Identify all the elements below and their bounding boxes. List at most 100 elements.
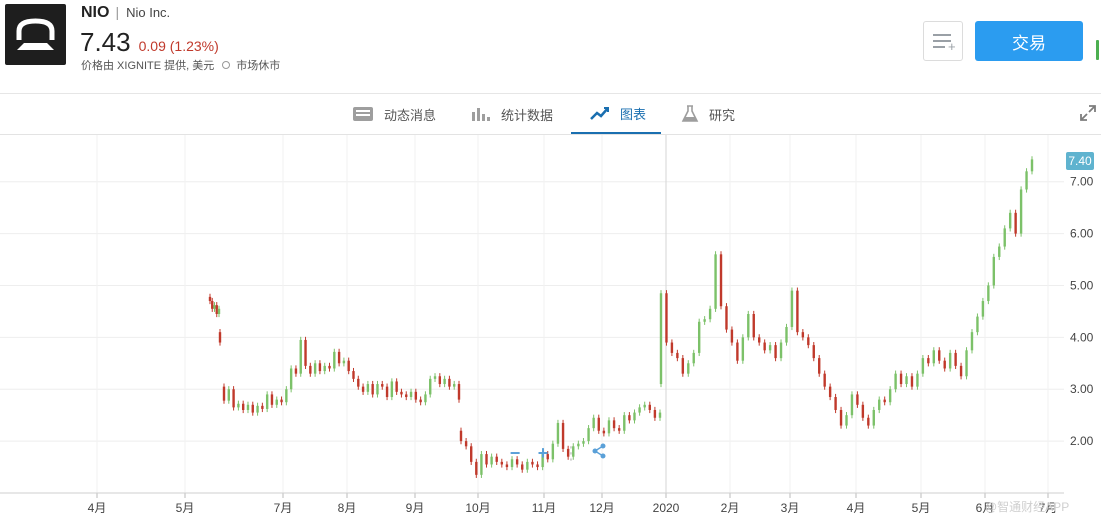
candle-body [602,430,606,434]
candle-body [954,352,957,366]
candle-body [376,384,379,395]
news-icon [353,107,373,121]
tab-chart[interactable]: 图表 [571,94,661,134]
candle-body [758,337,761,343]
candle-body [551,443,555,460]
candle-body [424,394,427,403]
plus-icon: + [948,39,956,54]
candle-body [719,254,723,307]
candle-body [1003,228,1006,247]
candle-body [381,384,384,387]
candle-body [998,246,1001,257]
chart-line-icon [590,107,609,120]
candle-body [714,254,717,309]
candle-body [395,381,398,392]
candle-body [612,420,616,429]
candle-body [703,319,706,322]
candle-body [801,332,805,338]
candle-body [299,339,302,374]
candle-body [515,459,519,465]
candle-body [429,378,432,395]
candle-body [309,365,312,374]
y-tick-label: 3.00 [1070,382,1094,396]
x-tick-label: 7月 [274,501,293,515]
candle-body [566,448,570,457]
candle-body [459,430,463,442]
zoom-out-icon[interactable]: − [509,442,521,463]
tab-news[interactable]: 动态消息 [352,94,436,134]
candle-body [208,296,212,302]
candle-body [741,337,745,361]
candle-body [1008,212,1012,229]
candle-body [658,412,662,418]
candle-body [681,358,685,374]
scroll-indicator [1096,40,1099,60]
share-icon[interactable] [585,443,613,464]
candle-body [371,384,374,395]
candle-body [850,394,854,416]
candle-body [648,404,651,410]
candle-body [366,384,370,392]
expand-icon[interactable] [1079,104,1097,122]
candle-body [218,332,222,343]
candle-body [333,351,336,369]
candle-body [812,345,815,359]
candle-body [241,403,245,410]
candle-body [653,409,657,418]
zoom-in-icon[interactable]: + [537,442,549,463]
candle-body [405,394,408,398]
candle-body [443,378,446,385]
candle-body [834,397,837,410]
candle-body [531,461,534,465]
candle-body [597,417,600,431]
candle-body [1030,159,1034,172]
tab-statistics[interactable]: 统计数据 [471,94,553,134]
candle-body [556,422,560,444]
price-chart[interactable]: 2.00 3.00 4.00 5.00 6.00 7.00 4月 5月 7月 8月 9月 10月 11月… [0,135,1101,524]
candle-body [823,373,826,387]
candle-body [357,378,360,387]
candle-body [617,428,621,431]
candle-body [910,376,914,387]
ticker-symbol: NIO [81,4,110,21]
candle-body [965,350,968,377]
candle-body [215,305,218,314]
candle-body [828,386,832,398]
candle-body [470,446,473,462]
candle-body [495,456,498,462]
candle-body [500,461,504,465]
candle-body [845,415,848,426]
x-tick-label: 10月 [465,501,490,515]
current-price: 7.43 [80,27,131,57]
candle-body [323,365,326,372]
y-tick-label: 2.00 [1070,434,1094,448]
candle-body [289,368,293,390]
list-line-icon [933,46,945,48]
candle-body [697,321,701,353]
candle-body [768,345,772,351]
candlestick-chart[interactable]: 2.00 3.00 4.00 5.00 6.00 7.00 4月 5月 7月 8月 9月 10月 11月… [0,135,1101,524]
candle-body [938,350,941,361]
candle-body [577,443,580,447]
candle-body [785,326,788,343]
x-tick-label: 9月 [406,501,425,515]
candle-body [708,308,712,320]
x-tick-label: 5月 [912,501,931,515]
candle-body [867,417,870,426]
add-to-watchlist-button[interactable]: + [923,21,963,61]
flask-icon [681,105,699,122]
candle-body [856,394,859,405]
tab-research[interactable]: 研究 [681,94,735,134]
tab-label: 图表 [620,106,647,122]
candle-body [872,409,875,426]
candle-body [676,352,679,359]
candle-body [347,360,350,372]
candle-body [457,384,461,400]
x-tick-label: 3月 [781,501,800,515]
candle-body [878,399,881,410]
candle-body [342,360,346,364]
candle-body [352,371,355,379]
candle-body [361,386,365,392]
candle-body [730,329,734,343]
trade-button[interactable]: 交易 [975,21,1083,61]
